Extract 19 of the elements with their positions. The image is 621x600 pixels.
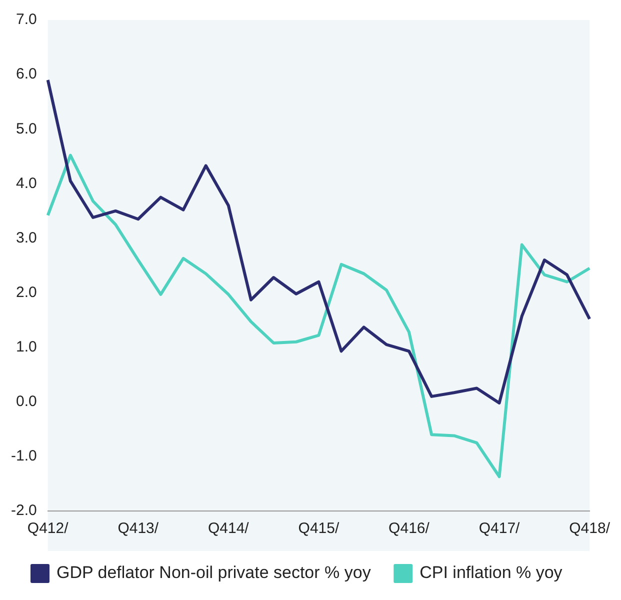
x-tick-label: Q416/ — [388, 520, 430, 538]
y-tick-label: 0.0 — [16, 393, 37, 410]
legend-label: GDP deflator Non-oil private sector % yoy — [56, 563, 372, 582]
y-tick-label: 1.0 — [16, 338, 37, 356]
x-tick-label: Q412/ — [27, 520, 70, 538]
x-tick-label: Q413/ — [118, 520, 160, 538]
x-tick-label: Q414/ — [208, 520, 250, 538]
y-tick-label: 2.0 — [16, 284, 37, 301]
y-tick-label: -1.0 — [10, 448, 37, 465]
x-tick-label: Q418/ — [569, 520, 611, 538]
legend-label: CPI inflation % yoy — [420, 563, 563, 582]
x-tick-label: Q415/ — [298, 520, 340, 538]
y-tick-label: -2.0 — [10, 502, 37, 520]
y-tick-label: 7.0 — [16, 11, 37, 28]
y-tick-label: 4.0 — [16, 174, 37, 192]
y-tick-label: 5.0 — [16, 120, 37, 138]
y-tick-label: 3.0 — [16, 229, 37, 246]
x-tick-label: Q417/ — [478, 520, 521, 538]
y-tick-label: 6.0 — [16, 66, 37, 83]
